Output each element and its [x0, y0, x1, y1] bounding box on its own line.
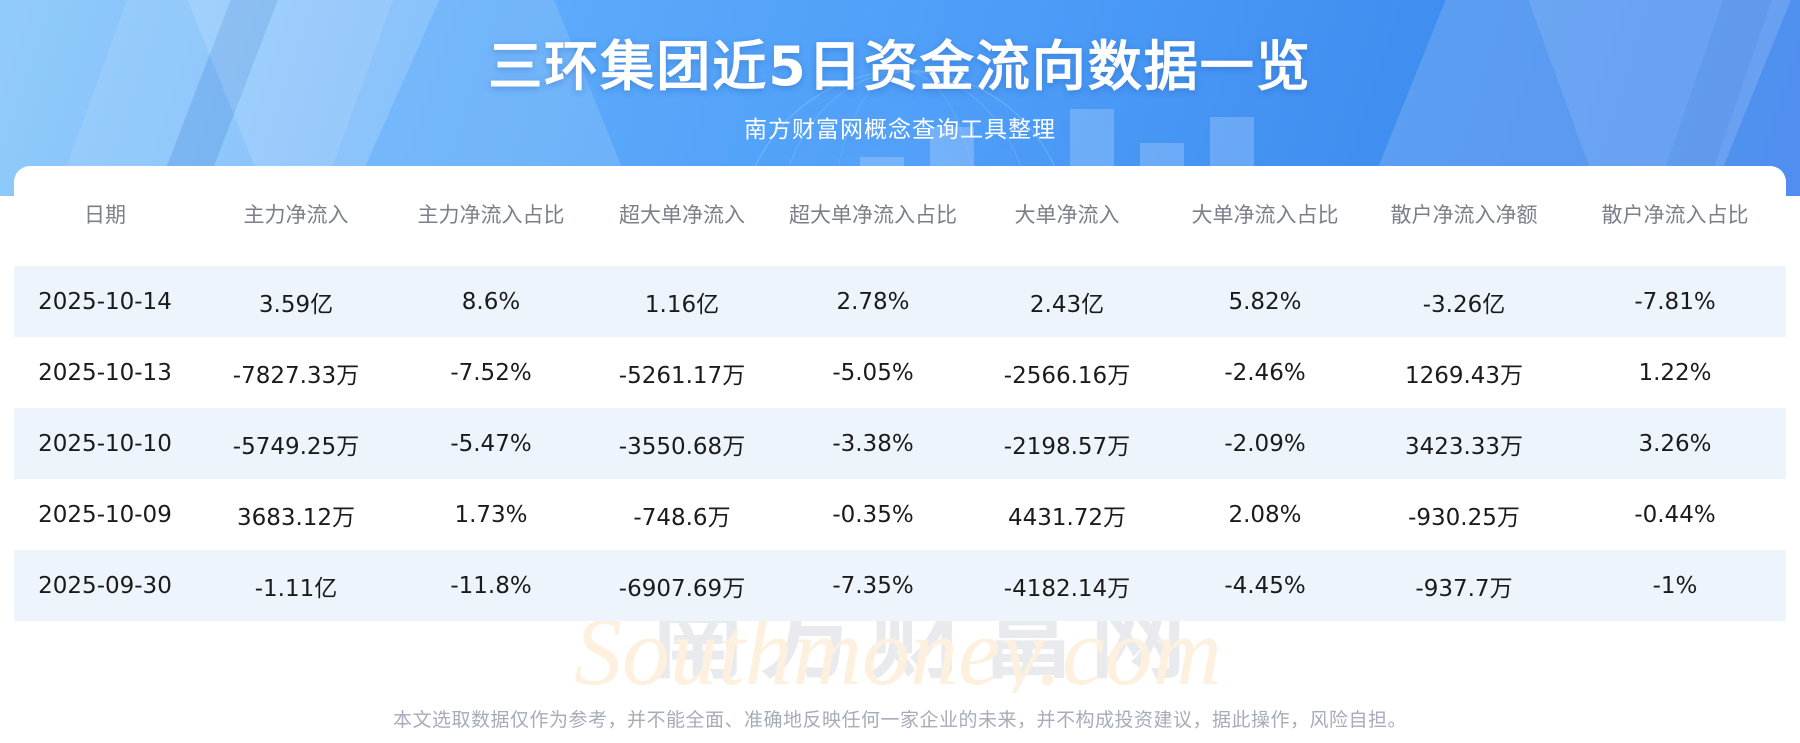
- cell-lg-net: 2.43亿: [1029, 291, 1105, 318]
- cell-main-net: 3.59亿: [258, 291, 334, 318]
- cell-xl-net: -3550.68万: [618, 433, 746, 460]
- cell-retail-net: -3.26亿: [1422, 291, 1506, 318]
- cell-retail-pct: -0.44%: [1634, 501, 1716, 528]
- cell-lg-pct: -2.09%: [1224, 430, 1306, 457]
- page-title: 三环集团近5日资金流向数据一览: [488, 35, 1312, 98]
- column-header-date: 日期: [84, 203, 126, 228]
- cell-lg-pct: 5.82%: [1228, 288, 1302, 315]
- cell-xl-pct: 2.78%: [836, 288, 910, 315]
- cell-date: 2025-10-10: [38, 430, 172, 457]
- cell-retail-net: 1269.43万: [1404, 362, 1524, 389]
- cell-main-pct: -11.8%: [450, 572, 532, 599]
- cell-main-net: -5749.25万: [232, 433, 360, 460]
- column-header-retail-net: 散户净流入净额: [1390, 203, 1538, 228]
- cell-lg-pct: -4.45%: [1224, 572, 1306, 599]
- cell-xl-pct: -5.05%: [832, 359, 914, 386]
- cell-lg-net: -2198.57万: [1003, 433, 1131, 460]
- cell-xl-net: -748.6万: [633, 504, 731, 531]
- column-header-lg-net: 大单净流入: [1014, 203, 1120, 228]
- cell-lg-net: -2566.16万: [1003, 362, 1131, 389]
- column-header-lg-pct: 大单净流入占比: [1191, 203, 1339, 228]
- cell-retail-net: -930.25万: [1408, 504, 1520, 531]
- cell-retail-pct: 3.26%: [1638, 430, 1712, 457]
- cell-xl-pct: -7.35%: [832, 572, 914, 599]
- cell-date: 2025-10-14: [38, 288, 172, 315]
- page-subtitle: 南方财富网概念查询工具整理: [744, 117, 1056, 143]
- cell-xl-pct: -3.38%: [832, 430, 914, 457]
- cell-xl-net: -6907.69万: [618, 575, 746, 602]
- cell-main-net: -7827.33万: [232, 362, 360, 389]
- cell-main-net: 3683.12万: [236, 504, 356, 531]
- table-header: 日期 主力净流入 主力净流入占比 超大单净流入 超大单净流入占比 大单净流入 大…: [14, 166, 1786, 266]
- cell-date: 2025-10-09: [38, 501, 172, 528]
- column-header-retail-pct: 散户净流入占比: [1601, 203, 1749, 228]
- cell-retail-pct: -1%: [1652, 572, 1698, 599]
- cell-retail-net: 3423.33万: [1404, 433, 1524, 460]
- table-row: 2025-10-09 3683.12万 1.73% -748.6万 -0.35% 4431…: [14, 479, 1786, 550]
- data-table-card: 南方财富网 Southmoney.com 日期 主力净流入 主力净流入占比 超大…: [14, 166, 1786, 693]
- cell-main-pct: 1.73%: [454, 501, 528, 528]
- cell-lg-pct: -2.46%: [1224, 359, 1306, 386]
- cell-date: 2025-10-13: [38, 359, 172, 386]
- table-row: 2025-10-13 -7827.33万 -7.52% -5261.17万 -5.05%…: [14, 337, 1786, 408]
- cell-main-net: -1.11亿: [254, 575, 338, 602]
- table-row: 2025-10-10 -5749.25万 -5.47% -3550.68万 -3.38%…: [14, 408, 1786, 479]
- cell-xl-net: 1.16亿: [644, 291, 720, 318]
- column-header-main-pct: 主力净流入占比: [417, 203, 565, 228]
- column-header-xl-net: 超大单净流入: [619, 203, 745, 228]
- cell-xl-pct: -0.35%: [832, 501, 914, 528]
- cell-retail-net: -937.7万: [1415, 575, 1513, 602]
- table-row: 2025-09-30 -1.11亿 -11.8% -6907.69万 -7.35% -41…: [14, 550, 1786, 621]
- cell-lg-pct: 2.08%: [1228, 501, 1302, 528]
- cell-main-pct: -7.52%: [450, 359, 532, 386]
- cell-xl-net: -5261.17万: [618, 362, 746, 389]
- cell-lg-net: 4431.72万: [1007, 504, 1127, 531]
- table-row: 2025-10-14 3.59亿 8.6% 1.16亿 2.78% 2.43亿 5.82% -…: [14, 266, 1786, 337]
- column-header-main-net: 主力净流入: [243, 203, 349, 228]
- disclaimer-text: 本文选取数据仅作为参考，并不能全面、准确地反映任何一家企业的未来，并不构成投资建…: [392, 708, 1407, 731]
- cell-main-pct: 8.6%: [461, 288, 521, 315]
- footer: 本文选取数据仅作为参考，并不能全面、准确地反映任何一家企业的未来，并不构成投资建…: [0, 693, 1800, 743]
- cell-lg-net: -4182.14万: [1003, 575, 1131, 602]
- cell-retail-pct: 1.22%: [1638, 359, 1712, 386]
- table-body: 2025-10-14 3.59亿 8.6% 1.16亿 2.78% 2.43亿 5.82% -…: [14, 266, 1786, 621]
- column-header-xl-pct: 超大单净流入占比: [789, 203, 957, 228]
- table-header-row: 日期 主力净流入 主力净流入占比 超大单净流入 超大单净流入占比 大单净流入 大…: [14, 166, 1786, 266]
- cell-main-pct: -5.47%: [450, 430, 532, 457]
- fund-flow-table: 日期 主力净流入 主力净流入占比 超大单净流入 超大单净流入占比 大单净流入 大…: [14, 166, 1786, 621]
- cell-date: 2025-09-30: [38, 572, 172, 599]
- cell-retail-pct: -7.81%: [1634, 288, 1716, 315]
